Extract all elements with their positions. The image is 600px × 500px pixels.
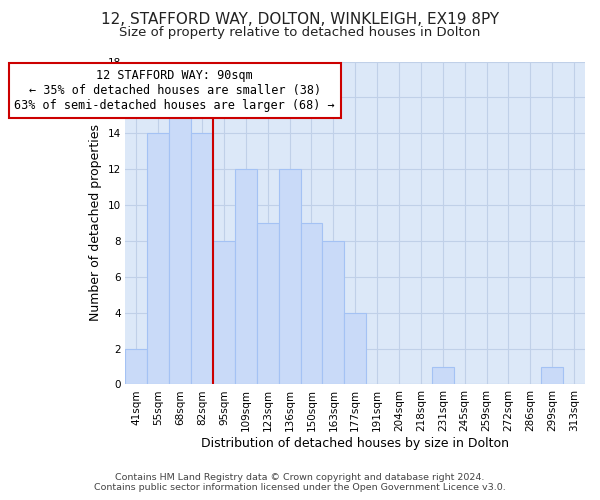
Y-axis label: Number of detached properties: Number of detached properties: [89, 124, 102, 322]
Bar: [257, 223, 278, 384]
Bar: [148, 134, 169, 384]
Bar: [344, 312, 366, 384]
Text: Size of property relative to detached houses in Dolton: Size of property relative to detached ho…: [119, 26, 481, 39]
Bar: [125, 348, 148, 384]
Bar: [169, 116, 191, 384]
Text: 12, STAFFORD WAY, DOLTON, WINKLEIGH, EX19 8PY: 12, STAFFORD WAY, DOLTON, WINKLEIGH, EX1…: [101, 12, 499, 28]
Text: 12 STAFFORD WAY: 90sqm
← 35% of detached houses are smaller (38)
63% of semi-det: 12 STAFFORD WAY: 90sqm ← 35% of detached…: [14, 68, 335, 112]
Bar: [213, 241, 235, 384]
X-axis label: Distribution of detached houses by size in Dolton: Distribution of detached houses by size …: [201, 437, 509, 450]
Bar: [278, 169, 301, 384]
Bar: [235, 169, 257, 384]
Bar: [301, 223, 322, 384]
Bar: [322, 241, 344, 384]
Bar: [191, 134, 213, 384]
Text: Contains HM Land Registry data © Crown copyright and database right 2024.
Contai: Contains HM Land Registry data © Crown c…: [94, 473, 506, 492]
Bar: [432, 366, 454, 384]
Bar: [541, 366, 563, 384]
